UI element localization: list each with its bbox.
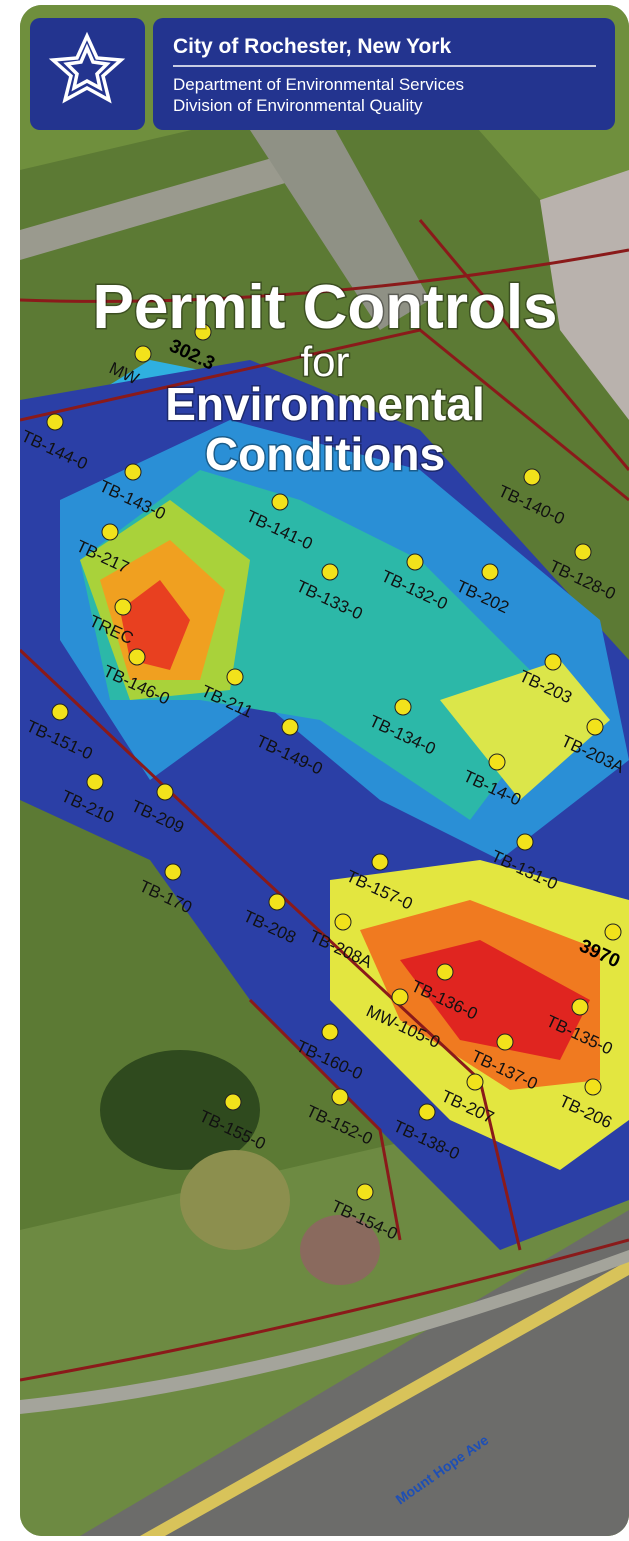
sample-marker (281, 718, 299, 736)
division: Division of Environmental Quality (173, 96, 423, 115)
header-box (153, 18, 615, 130)
organization: City of Rochester, New York (173, 35, 451, 58)
sample-marker (488, 753, 506, 771)
sample-marker (321, 563, 339, 581)
sample-marker (164, 863, 182, 881)
sample-marker (574, 543, 592, 561)
sample-marker (224, 1093, 242, 1111)
sample-marker (571, 998, 589, 1016)
department: Department of Environmental Services (173, 75, 464, 94)
sample-marker (356, 1183, 374, 1201)
sample-marker (466, 1073, 484, 1091)
sample-marker (544, 653, 562, 671)
sample-marker (418, 1103, 436, 1121)
sample-marker (331, 1088, 349, 1106)
sample-marker (194, 323, 212, 341)
sample-marker (584, 1078, 602, 1096)
title-line: for (300, 338, 349, 385)
sample-marker (268, 893, 286, 911)
sample-marker (516, 833, 534, 851)
sample-marker (51, 703, 69, 721)
sample-marker (86, 773, 104, 791)
sample-marker (391, 988, 409, 1006)
sample-marker (128, 648, 146, 666)
sample-marker (406, 553, 424, 571)
logo-box (30, 18, 145, 130)
sample-marker (436, 963, 454, 981)
title-line: Conditions (205, 428, 445, 480)
sample-marker (604, 923, 622, 941)
sample-marker (46, 413, 64, 431)
title-line: Environmental (165, 378, 485, 430)
sample-marker (124, 463, 142, 481)
sample-marker (321, 1023, 339, 1041)
sample-marker (496, 1033, 514, 1051)
aerial-map: TB-144-0302.3MWTB-143-0TB-217TB-141-0TB-… (20, 5, 629, 1536)
sample-marker (271, 493, 289, 511)
sample-marker (134, 345, 152, 363)
sample-marker (523, 468, 541, 486)
sample-marker (334, 913, 352, 931)
sample-marker (586, 718, 604, 736)
logo (48, 31, 126, 104)
sample-marker (101, 523, 119, 541)
sample-marker (394, 698, 412, 716)
sample-marker (371, 853, 389, 871)
sample-marker (156, 783, 174, 801)
title-line: Permit Controls (92, 273, 557, 342)
sample-marker (226, 668, 244, 686)
sample-marker (481, 563, 499, 581)
sample-marker (114, 598, 132, 616)
